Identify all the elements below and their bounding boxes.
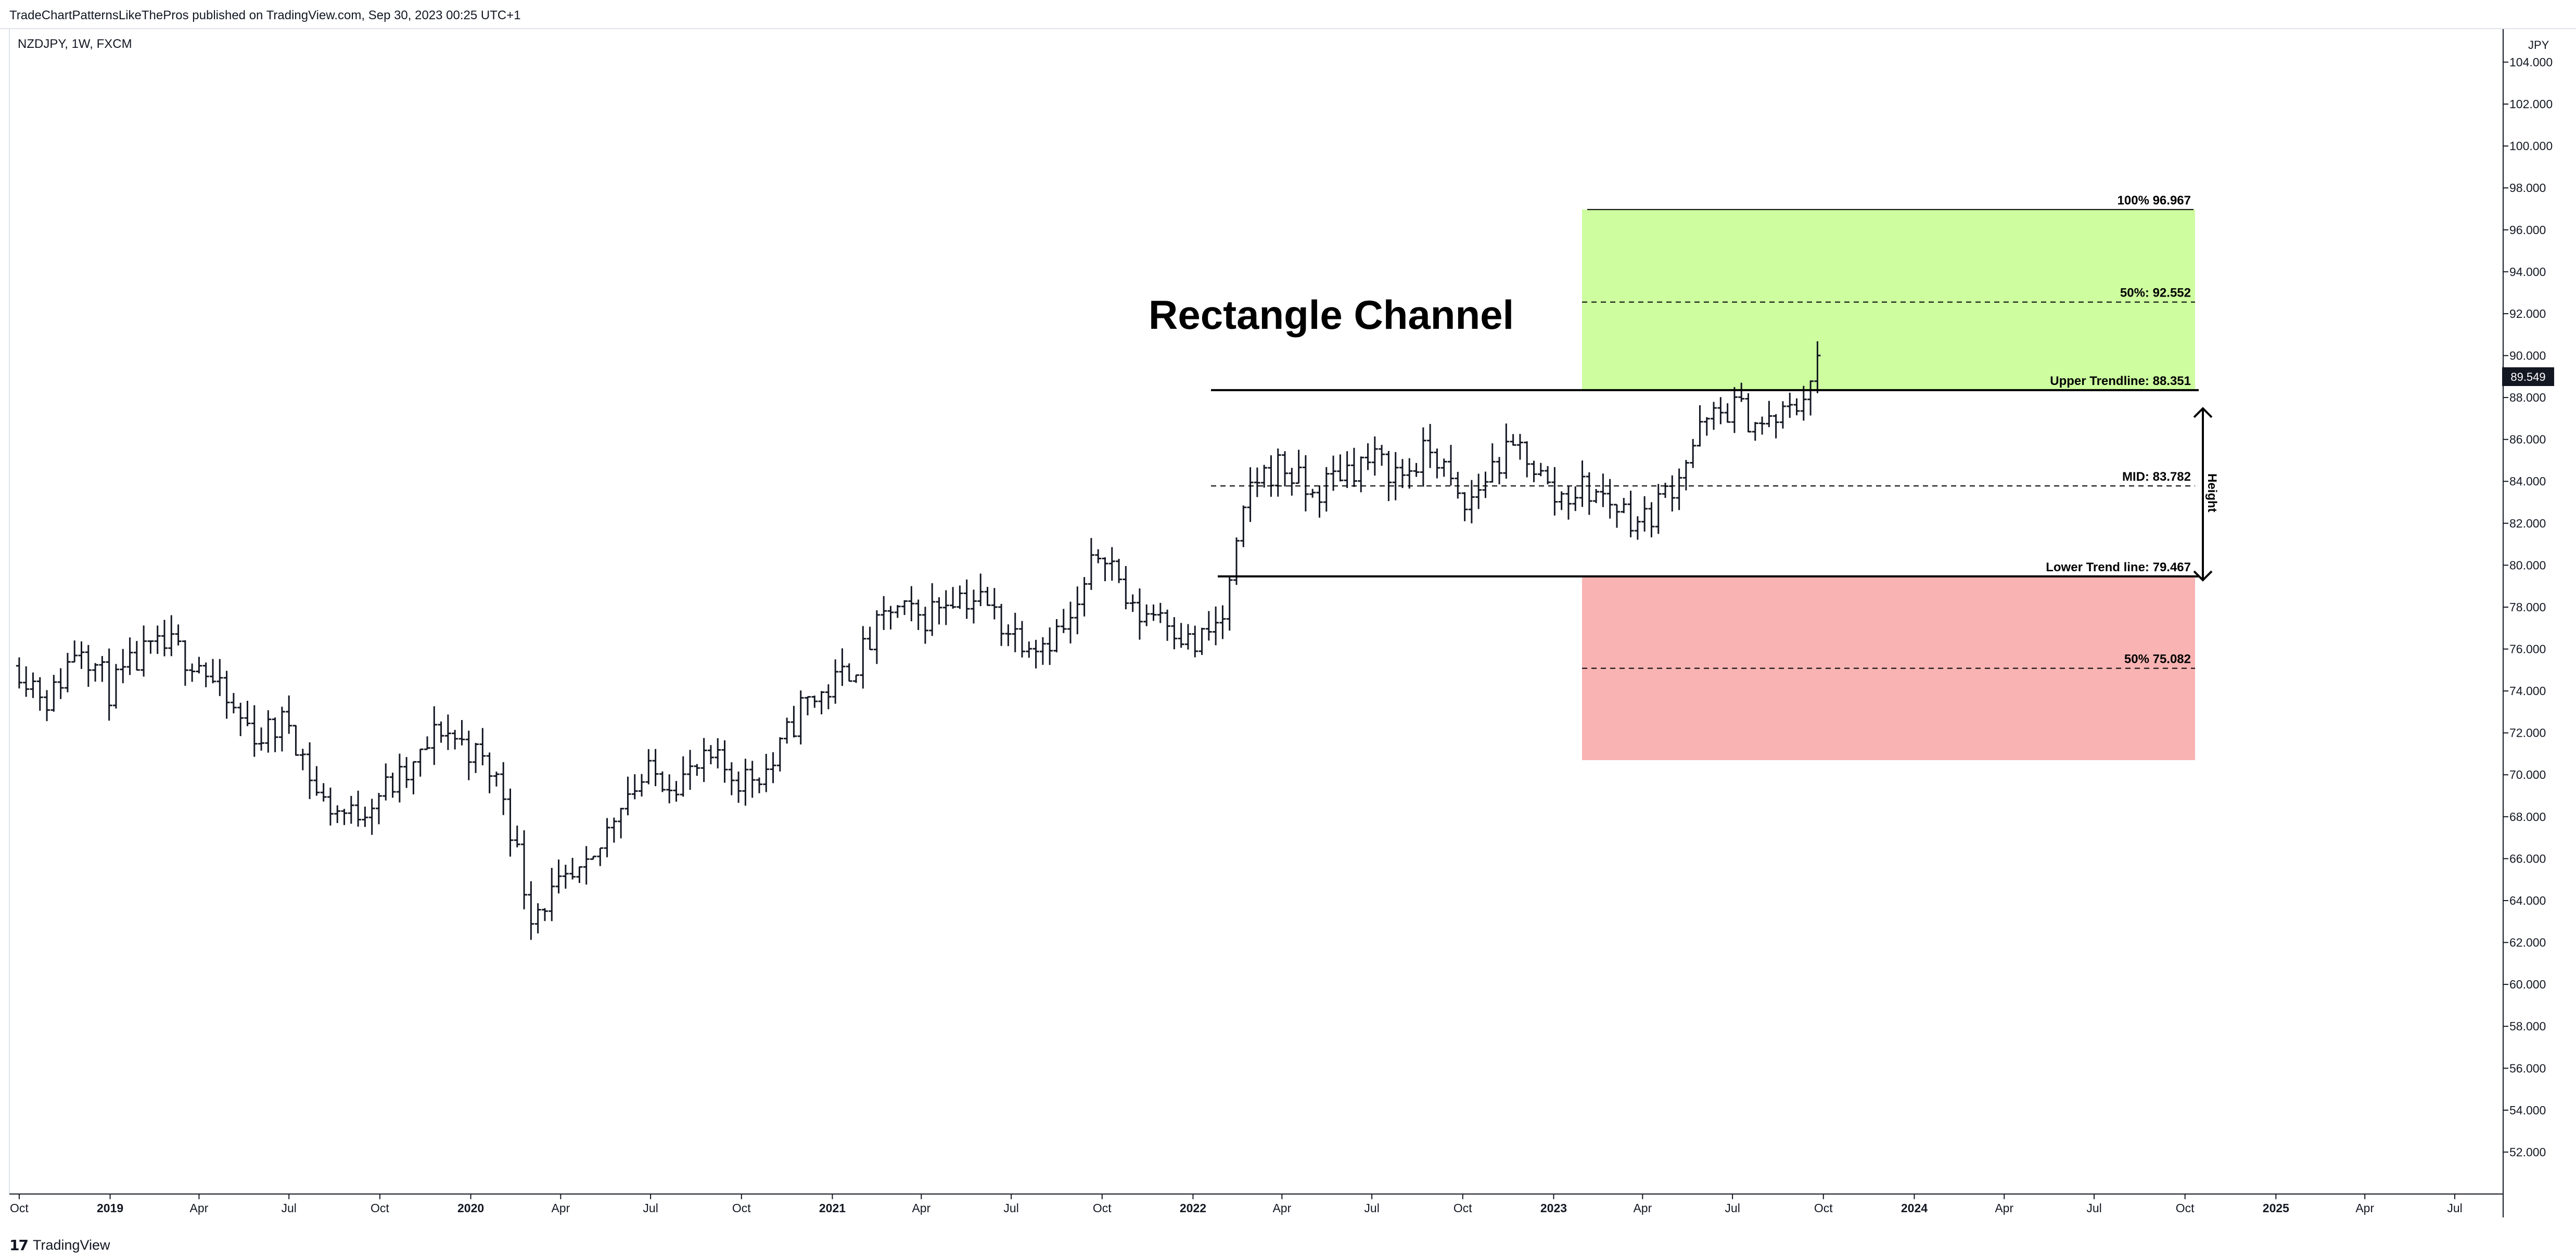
time-tick-label: Jul (1003, 1201, 1018, 1215)
time-axis: Oct 2019 Apr Jul Oct 2020 Apr Jul Oct 2021 Apr Jul O… (10, 1194, 2463, 1215)
price-tick-label: 52.000 (2509, 1145, 2546, 1159)
level-label-2: Upper Trendline: 88.351 (2050, 374, 2191, 388)
level-label-5: 50% 75.082 (2124, 652, 2191, 666)
time-tick-label: Oct (371, 1201, 389, 1215)
chart-title: Rectangle Channel (1149, 292, 1514, 338)
price-tick-label: 94.000 (2509, 265, 2546, 278)
time-tick-label: 2025 (2263, 1201, 2289, 1215)
price-tick-label: 54.000 (2509, 1103, 2546, 1117)
price-tick-label: 70.000 (2509, 768, 2546, 781)
tradingview-logo-text: TradingView (32, 1237, 110, 1253)
price-tick-label: 96.000 (2509, 223, 2546, 237)
time-tick-label: Oct (732, 1201, 751, 1215)
time-tick-label: 2021 (819, 1201, 846, 1215)
time-tick-label: Apr (2355, 1201, 2374, 1215)
time-tick-label: 2024 (1901, 1201, 1928, 1215)
time-tick-label: Jul (282, 1201, 297, 1215)
time-tick-label: 2022 (1180, 1201, 1206, 1215)
height-measure: Height (2193, 407, 2219, 582)
publish-credit: TradeChartPatternsLikeThePros published … (9, 8, 521, 22)
price-tick-label: 74.000 (2509, 684, 2546, 698)
time-tick-label: Jul (2086, 1201, 2101, 1215)
time-tick-label: Apr (190, 1201, 209, 1215)
time-tick-label: Oct (2176, 1201, 2195, 1215)
price-tick-label: 90.000 (2509, 349, 2546, 362)
price-tick-label: 68.000 (2509, 810, 2546, 824)
price-tick-label: 62.000 (2509, 936, 2546, 949)
price-tick-label: 88.000 (2509, 391, 2546, 404)
price-tick-label: 102.000 (2509, 97, 2553, 111)
price-tick-label: 66.000 (2509, 852, 2546, 865)
price-tick-label: 64.000 (2509, 894, 2546, 907)
time-tick-label: Apr (1272, 1201, 1291, 1215)
time-tick-label: Oct (1453, 1201, 1472, 1215)
price-tick-label: 76.000 (2509, 643, 2546, 656)
time-tick-label: Apr (912, 1201, 930, 1215)
target-zones (1582, 209, 2195, 761)
price-axis: 104.000 102.000 100.000 98.000 96.000 94.000 9… (2503, 55, 2553, 1159)
price-tick-label: 80.000 (2509, 558, 2546, 572)
price-tick-label: 72.000 (2509, 726, 2546, 740)
price-tick-label: 58.000 (2509, 1020, 2546, 1033)
height-label: Height (2205, 473, 2219, 512)
price-tick-label: 92.000 (2509, 307, 2546, 320)
target-zone-downside (1582, 576, 2195, 761)
currency-label: JPY (2528, 38, 2549, 52)
channel-levels: 100% 96.967 50%: 92.552 Upper Trendline: 8… (1211, 194, 2199, 669)
price-tick-label: 60.000 (2509, 978, 2546, 991)
time-tick-label: Jul (1364, 1201, 1379, 1215)
price-tick-label: 82.000 (2509, 517, 2546, 530)
price-tick-label: 84.000 (2509, 474, 2546, 488)
time-tick-label: Apr (551, 1201, 570, 1215)
time-tick-label: Oct (1814, 1201, 1833, 1215)
ohlc-bars (16, 341, 1821, 940)
price-tick-label: 104.000 (2509, 55, 2553, 69)
time-tick-label: Oct (1093, 1201, 1112, 1215)
symbol-label: NZDJPY, 1W, FXCM (18, 37, 132, 51)
time-tick-label: 2023 (1540, 1201, 1567, 1215)
height-arrow-head-up (2193, 407, 2213, 418)
time-tick-label: 2019 (97, 1201, 123, 1215)
tradingview-logo-icon: 17 (9, 1237, 29, 1254)
time-tick-label: Jul (643, 1201, 658, 1215)
time-tick-label: Apr (1995, 1201, 2013, 1215)
level-label-1: 50%: 92.552 (2120, 286, 2191, 300)
height-arrow-head-down (2193, 570, 2213, 582)
price-tick-label: 56.000 (2509, 1061, 2546, 1075)
time-tick-label: Apr (1633, 1201, 1652, 1215)
price-tick-label: 86.000 (2509, 433, 2546, 446)
price-tick-label: 98.000 (2509, 181, 2546, 195)
time-tick-label: Oct (10, 1201, 29, 1215)
time-tick-label: 2020 (457, 1201, 484, 1215)
price-tick-label: 100.000 (2509, 139, 2553, 153)
last-price-tag: 89.549 (2510, 370, 2545, 383)
level-label-4: Lower Trend line: 79.467 (2046, 560, 2191, 574)
target-zone-upside (1582, 209, 2195, 390)
time-tick-label: Jul (1725, 1201, 1740, 1215)
tradingview-logo[interactable]: 17 TradingView (9, 1237, 110, 1254)
last-price-tag-bg (2502, 367, 2554, 386)
price-tick-label: 78.000 (2509, 600, 2546, 614)
level-label-0: 100% 96.967 (2118, 194, 2191, 208)
level-label-3: MID: 83.782 (2122, 470, 2191, 484)
time-tick-label: Jul (2447, 1201, 2462, 1215)
